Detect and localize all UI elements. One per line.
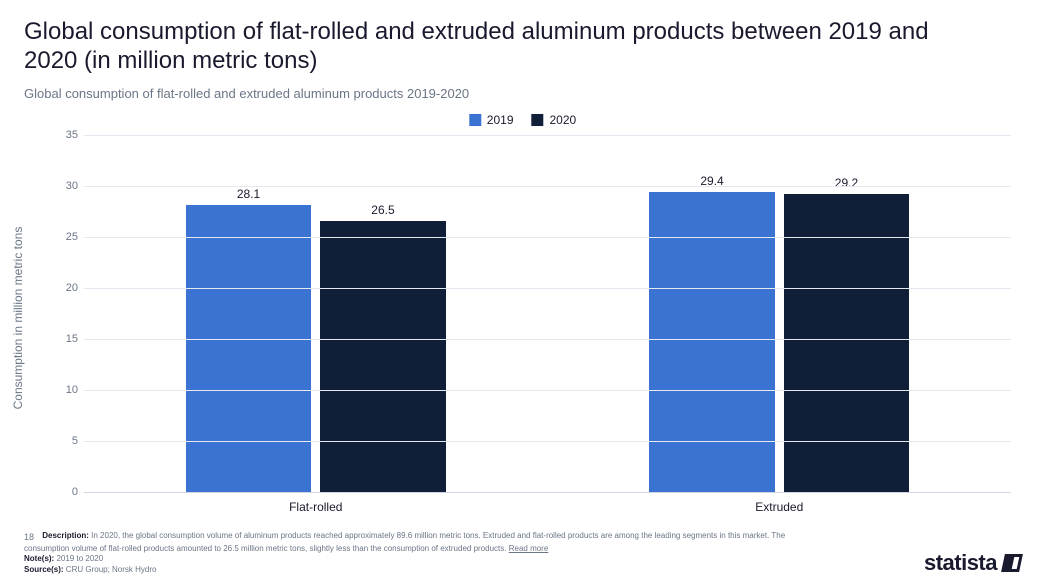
y-tick-label: 30 [50, 180, 78, 192]
y-tick-label: 20 [50, 282, 78, 294]
bar-value-label: 29.2 [784, 176, 909, 190]
bar-value-label: 28.1 [186, 187, 311, 201]
y-tick-label: 5 [50, 435, 78, 447]
footnotes: 18 Description: In 2020, the global cons… [24, 531, 804, 576]
brand-text: statista [924, 550, 997, 576]
legend-swatch-icon [469, 114, 481, 126]
bars-container: 28.126.529.429.2 [84, 135, 1011, 492]
gridline [84, 390, 1011, 391]
y-tick-label: 10 [50, 384, 78, 396]
legend: 2019 2020 [469, 113, 576, 127]
gridline [84, 288, 1011, 289]
gridline [84, 339, 1011, 340]
y-axis-label: Consumption in million metric tons [11, 226, 25, 409]
notes-text: 2019 to 2020 [56, 554, 103, 563]
y-tick-label: 0 [50, 486, 78, 498]
brand-logo: statista [924, 550, 1021, 576]
sources-text: CRU Group; Norsk Hydro [66, 565, 157, 574]
y-tick-label: 25 [50, 231, 78, 243]
gridline [84, 186, 1011, 187]
brand-mark-icon [1001, 554, 1023, 572]
footer: 18 Description: In 2020, the global cons… [24, 531, 1021, 576]
read-more-link[interactable]: Read more [509, 544, 549, 553]
legend-label: 2020 [550, 113, 577, 127]
gridline [84, 441, 1011, 442]
legend-item[interactable]: 2020 [532, 113, 577, 127]
legend-swatch-icon [532, 114, 544, 126]
y-tick-label: 15 [50, 333, 78, 345]
chart-title: Global consumption of flat-rolled and ex… [24, 18, 944, 76]
page-number: 18 [24, 532, 34, 542]
sources-label: Source(s): [24, 565, 64, 574]
bar[interactable]: 28.1 [186, 205, 311, 492]
y-tick-label: 35 [50, 129, 78, 141]
x-tick-label: Extruded [755, 500, 803, 514]
chart-subtitle: Global consumption of flat-rolled and ex… [24, 86, 1021, 101]
legend-item[interactable]: 2019 [469, 113, 514, 127]
legend-label: 2019 [487, 113, 514, 127]
bar[interactable]: 26.5 [320, 221, 445, 491]
desc-label: Description: [42, 531, 89, 540]
desc-text: In 2020, the global consumption volume o… [24, 531, 785, 552]
gridline [84, 237, 1011, 238]
x-tick-label: Flat-rolled [289, 500, 342, 514]
gridline [84, 135, 1011, 136]
notes-label: Note(s): [24, 554, 54, 563]
chart-area: 20192020 Consumption in million metric t… [24, 113, 1021, 523]
bar-value-label: 26.5 [320, 203, 445, 217]
page-root: Global consumption of flat-rolled and ex… [0, 0, 1045, 584]
bar[interactable]: 29.2 [784, 194, 909, 492]
plot-region: 28.126.529.429.2 05101520253035Flat-roll… [84, 135, 1011, 493]
